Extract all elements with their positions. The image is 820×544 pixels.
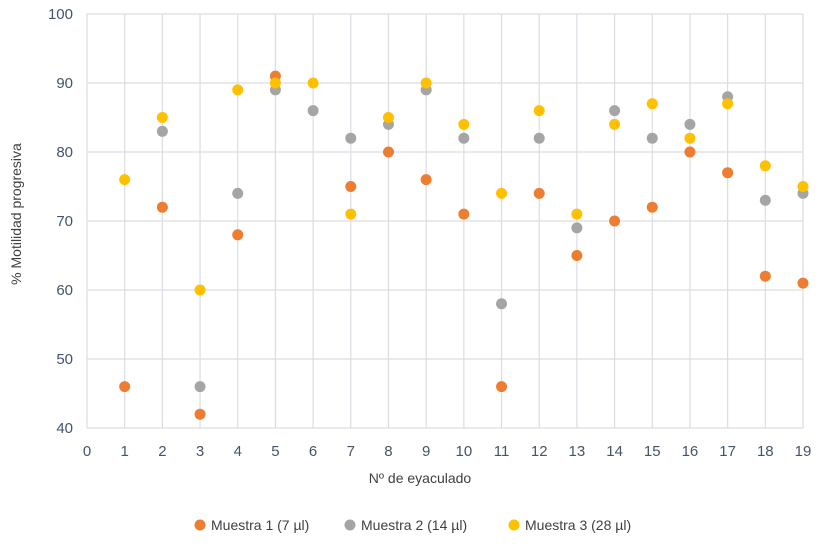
data-point-muestra-3 <box>194 284 206 296</box>
x-axis-ticks: 0 1 2 3 4 5 6 7 8 9 10 11 12 13 14 15 16 17 18 19 <box>83 443 812 460</box>
data-point-muestra-3 <box>797 181 809 192</box>
data-point-muestra-1 <box>119 381 131 393</box>
data-point-muestra-2 <box>533 132 545 144</box>
data-point-muestra-2 <box>571 222 583 234</box>
data-point-muestra-1 <box>797 277 809 289</box>
data-point-muestra-3 <box>722 98 734 110</box>
y-tick-label: 40 <box>56 420 73 437</box>
x-tick-label: 2 <box>158 443 166 460</box>
x-tick-label: 19 <box>795 443 812 460</box>
x-axis-title: Nº de eyaculado <box>369 470 472 486</box>
grid <box>86 13 804 429</box>
y-tick-label: 60 <box>56 282 73 299</box>
data-point-muestra-1 <box>420 174 432 186</box>
x-tick-label: 3 <box>196 443 204 460</box>
x-tick-label: 8 <box>384 443 392 460</box>
data-point-muestra-3 <box>382 112 394 123</box>
legend-marker-muestra-1 <box>194 519 206 531</box>
data-point-muestra-3 <box>307 77 319 89</box>
legend: Muestra 1 (7 µl) Muestra 2 (14 µl) Muestra… <box>194 517 631 533</box>
x-tick-label: 13 <box>569 443 586 460</box>
y-tick-label: 70 <box>56 213 73 230</box>
x-tick-label: 18 <box>757 443 774 460</box>
data-points <box>119 70 809 420</box>
data-point-muestra-1 <box>458 208 470 220</box>
data-point-muestra-3 <box>496 187 508 199</box>
data-point-muestra-3 <box>269 77 281 89</box>
data-point-muestra-2 <box>458 132 470 144</box>
legend-marker-muestra-2 <box>344 519 356 531</box>
x-tick-label: 17 <box>719 443 736 460</box>
data-point-muestra-3 <box>458 118 470 130</box>
x-tick-label: 11 <box>494 443 510 460</box>
data-point-muestra-2 <box>156 125 168 137</box>
legend-marker-muestra-3 <box>508 519 520 531</box>
x-tick-label: 10 <box>455 443 472 460</box>
data-point-muestra-2 <box>307 105 319 117</box>
data-point-muestra-3 <box>571 208 583 220</box>
x-tick-label: 9 <box>422 443 430 460</box>
data-point-muestra-1 <box>345 181 357 192</box>
x-tick-label: 15 <box>644 443 661 460</box>
data-point-muestra-2 <box>194 381 206 393</box>
x-tick-label: 14 <box>606 443 623 460</box>
legend-label-muestra-2: Muestra 2 (14 µl) <box>361 517 467 533</box>
data-point-muestra-1 <box>571 250 583 261</box>
data-point-muestra-2 <box>496 298 508 310</box>
y-tick-label: 50 <box>56 351 73 368</box>
x-tick-label: 5 <box>271 443 279 460</box>
data-point-muestra-1 <box>684 146 696 158</box>
data-point-muestra-2 <box>759 194 771 206</box>
x-tick-label: 0 <box>83 443 91 460</box>
data-point-muestra-1 <box>496 381 508 393</box>
y-tick-label: 90 <box>56 75 73 92</box>
y-axis-title: % Motilidad progresiva <box>8 143 24 285</box>
x-tick-label: 6 <box>309 443 317 460</box>
data-point-muestra-1 <box>759 270 771 282</box>
data-point-muestra-3 <box>119 174 131 186</box>
y-tick-label: 100 <box>48 6 73 23</box>
y-axis-ticks: 40 50 60 70 80 90 100 <box>48 6 73 437</box>
data-point-muestra-2 <box>232 187 244 199</box>
x-tick-label: 7 <box>347 443 355 460</box>
data-point-muestra-1 <box>156 201 168 213</box>
legend-label-muestra-1: Muestra 1 (7 µl) <box>211 517 309 533</box>
data-point-muestra-3 <box>609 118 621 130</box>
data-point-muestra-1 <box>646 201 658 213</box>
data-point-muestra-3 <box>345 208 357 220</box>
data-point-muestra-2 <box>609 105 621 117</box>
data-point-muestra-3 <box>759 160 771 172</box>
data-point-muestra-2 <box>646 132 658 144</box>
data-point-muestra-2 <box>345 132 357 144</box>
data-point-muestra-3 <box>533 105 545 117</box>
data-point-muestra-1 <box>533 187 545 199</box>
legend-label-muestra-3: Muestra 3 (28 µl) <box>525 517 631 533</box>
data-point-muestra-1 <box>722 167 734 179</box>
data-point-muestra-1 <box>232 229 244 241</box>
data-point-muestra-2 <box>684 118 696 130</box>
x-tick-label: 1 <box>121 443 129 460</box>
data-point-muestra-3 <box>156 112 168 123</box>
data-point-muestra-1 <box>194 408 206 420</box>
x-tick-label: 12 <box>531 443 548 460</box>
data-point-muestra-3 <box>646 98 658 110</box>
data-point-muestra-3 <box>232 84 244 96</box>
data-point-muestra-1 <box>609 215 621 227</box>
y-tick-label: 80 <box>56 144 73 161</box>
data-point-muestra-3 <box>684 132 696 144</box>
data-point-muestra-1 <box>382 146 394 158</box>
x-tick-label: 16 <box>682 443 699 460</box>
x-tick-label: 4 <box>234 443 242 460</box>
data-point-muestra-3 <box>420 77 432 89</box>
